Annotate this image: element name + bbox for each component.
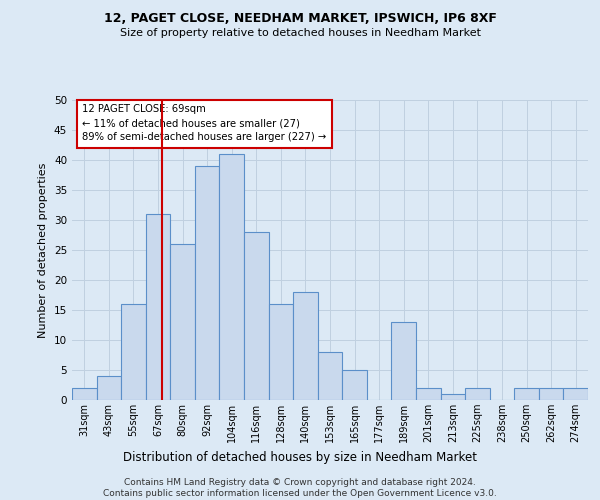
Bar	[293, 292, 318, 400]
Bar	[342, 370, 367, 400]
Text: Size of property relative to detached houses in Needham Market: Size of property relative to detached ho…	[119, 28, 481, 38]
Bar	[269, 304, 293, 400]
Bar	[146, 214, 170, 400]
Bar	[244, 232, 269, 400]
Y-axis label: Number of detached properties: Number of detached properties	[38, 162, 49, 338]
Text: 12 PAGET CLOSE: 69sqm
← 11% of detached houses are smaller (27)
89% of semi-deta: 12 PAGET CLOSE: 69sqm ← 11% of detached …	[82, 104, 326, 142]
Bar	[514, 388, 539, 400]
Bar	[318, 352, 342, 400]
Bar	[195, 166, 220, 400]
Bar	[72, 388, 97, 400]
Text: Contains public sector information licensed under the Open Government Licence v3: Contains public sector information licen…	[103, 490, 497, 498]
Bar	[170, 244, 195, 400]
Text: Contains HM Land Registry data © Crown copyright and database right 2024.: Contains HM Land Registry data © Crown c…	[124, 478, 476, 487]
Bar	[440, 394, 465, 400]
Bar	[97, 376, 121, 400]
Bar	[416, 388, 440, 400]
Bar	[391, 322, 416, 400]
Bar	[563, 388, 588, 400]
Text: Distribution of detached houses by size in Needham Market: Distribution of detached houses by size …	[123, 451, 477, 464]
Bar	[465, 388, 490, 400]
Bar	[539, 388, 563, 400]
Bar	[220, 154, 244, 400]
Bar	[121, 304, 146, 400]
Text: 12, PAGET CLOSE, NEEDHAM MARKET, IPSWICH, IP6 8XF: 12, PAGET CLOSE, NEEDHAM MARKET, IPSWICH…	[104, 12, 496, 26]
